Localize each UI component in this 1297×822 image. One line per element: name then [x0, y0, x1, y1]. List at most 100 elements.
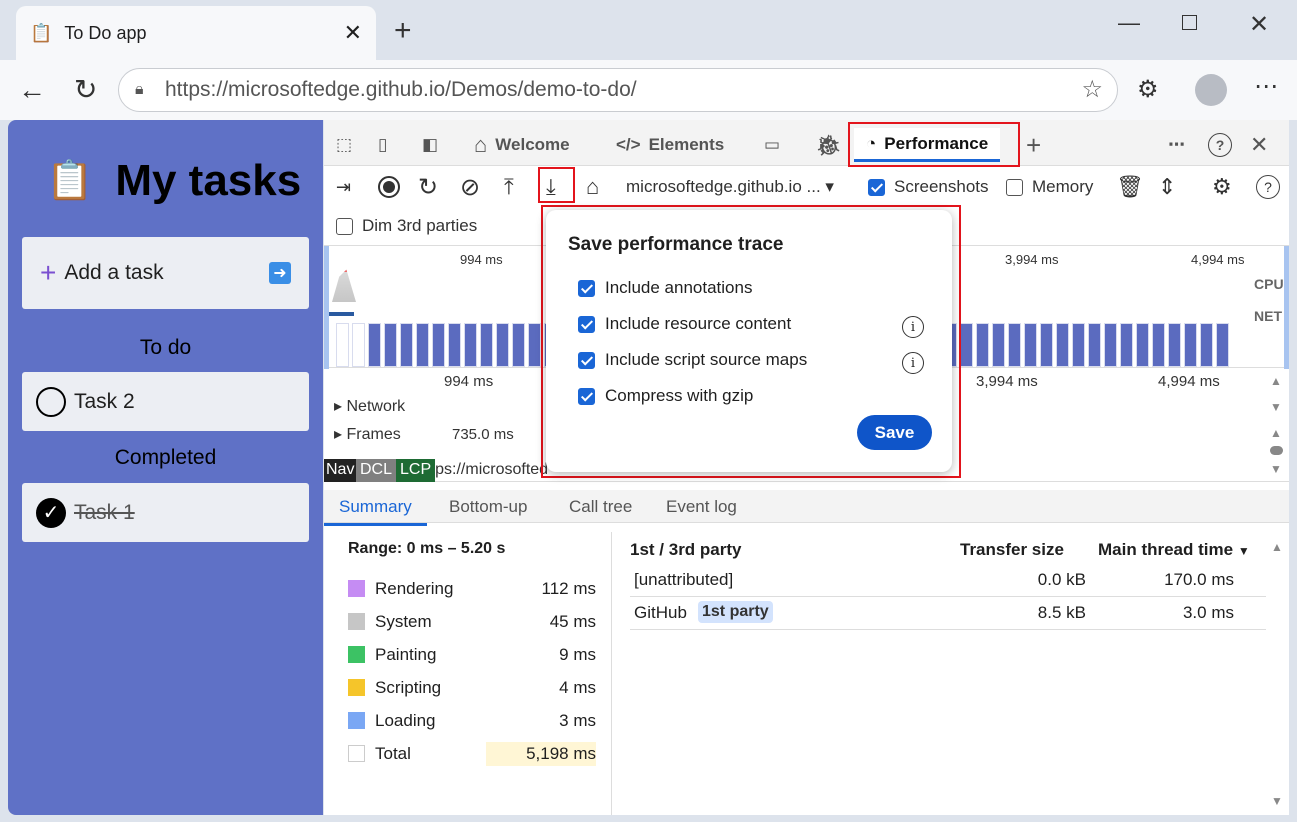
lcp-marker[interactable]: LCP [396, 459, 436, 482]
task-item[interactable]: Task 2 [22, 372, 309, 431]
gauge-icon: ◔ [866, 133, 877, 153]
close-devtools-icon[interactable]: ✕ [1250, 132, 1269, 157]
close-window-icon[interactable]: ✕ [1249, 11, 1270, 38]
table-row[interactable]: GitHub 1st party 8.5 kB 3.0 ms [630, 597, 1266, 630]
dcl-marker[interactable]: DCL [356, 459, 397, 482]
load-profile-icon[interactable]: ⤒ [504, 174, 514, 199]
save-profile-icon[interactable]: ⤓ [546, 174, 556, 199]
console-icon[interactable]: ▭ [764, 135, 781, 154]
table-row[interactable]: [unattributed] 0.0 kB 170.0 ms [630, 564, 1266, 597]
settings-extensions-icon[interactable]: ⚙ [1137, 76, 1159, 103]
checkbox-label: Memory [1032, 177, 1094, 196]
info-icon[interactable]: i [902, 316, 924, 338]
trash-icon[interactable]: 🗑︎ [1116, 174, 1144, 199]
checkbox[interactable] [578, 351, 595, 369]
screenshots-checkbox[interactable]: Screenshots [868, 177, 989, 197]
screenshot-thumbnail [496, 323, 509, 367]
tab-call-tree[interactable]: Call tree [569, 497, 633, 516]
dialog-option-checkbox[interactable]: Compress with gzip [578, 386, 753, 406]
settings-icon[interactable]: ⚙ [1212, 174, 1232, 199]
checkbox[interactable] [1006, 178, 1023, 196]
more-icon[interactable]: ⋯ [1254, 73, 1278, 100]
performance-toolbar: ⇥ ↻ ⊘ ⤒ ⤓ ⌂ microsoftedge.github.io ... … [324, 166, 1289, 208]
circle-icon[interactable] [36, 386, 66, 417]
url-host: https://microsoftedge.github.io [165, 78, 446, 101]
collapse-icon[interactable]: ⇕ [1158, 174, 1177, 199]
overview-handle[interactable] [1284, 246, 1289, 369]
dialog-option-checkbox[interactable]: Include script source maps [578, 350, 807, 370]
checkbox-label: Dim 3rd parties [362, 216, 478, 235]
close-tab-icon[interactable]: ✕ [343, 20, 362, 45]
screenshot-thumbnail [528, 323, 541, 367]
home-icon[interactable]: ⌂ [586, 174, 600, 199]
timeline-flamechart[interactable]: 994 ms 3,994 ms 4,994 ms ▸ Network ▸ Fra… [324, 368, 1289, 482]
browser-tab[interactable]: 📋 To Do app ✕ [16, 6, 376, 60]
task-item[interactable]: ✓ Task 1 [22, 483, 309, 542]
net-label: NET [1254, 308, 1282, 324]
checkbox[interactable] [868, 178, 885, 196]
help-icon[interactable]: ? [1256, 175, 1280, 199]
help-icon[interactable]: ? [1208, 133, 1232, 157]
device-emulation-icon[interactable]: ▯ [378, 135, 388, 154]
scroll-down-icon[interactable]: ▼ [1270, 400, 1282, 414]
record-icon[interactable] [378, 176, 400, 198]
scroll-up-icon[interactable]: ▲ [1270, 374, 1282, 388]
checkbox[interactable] [578, 315, 595, 333]
url-field[interactable]: 🔒︎ https://microsoftedge.github.io/Demos… [118, 68, 1118, 112]
tick-label: 994 ms [444, 373, 494, 390]
overview-handle[interactable] [324, 246, 329, 369]
screenshot-thumbnail [1088, 323, 1101, 367]
dialog-option-checkbox[interactable]: Include resource content [578, 314, 791, 334]
tab-welcome[interactable]: ⌂ Welcome [474, 128, 570, 162]
track-label: Frames [346, 426, 401, 443]
memory-checkbox[interactable]: Memory [1006, 177, 1093, 197]
tab-event-log[interactable]: Event log [666, 497, 737, 516]
network-track[interactable]: ▸ Network [334, 398, 406, 415]
maximize-icon[interactable] [1182, 15, 1197, 30]
zoom-handle-icon[interactable] [1270, 446, 1283, 455]
sidebar-toggle-icon[interactable]: ⇥ [336, 176, 352, 197]
minimize-icon[interactable]: — [1118, 10, 1140, 35]
inspect-icon[interactable]: ⬚ [336, 135, 353, 154]
code-icon: </> [616, 135, 641, 154]
tab-summary[interactable]: Summary [324, 497, 427, 526]
tab-performance[interactable]: ◔ Performance [854, 128, 1001, 162]
dim-3rd-parties-checkbox[interactable]: Dim 3rd parties [336, 216, 477, 236]
more-tools-icon[interactable]: ⋯ [1168, 135, 1185, 154]
nav-marker[interactable]: Nav [324, 459, 356, 482]
tab-bottom-up[interactable]: Bottom-up [449, 497, 528, 516]
scroll-up-icon[interactable]: ▲ [1271, 540, 1283, 554]
screenshot-thumbnail [1120, 323, 1133, 367]
info-icon[interactable]: i [902, 352, 924, 374]
tick-label: 994 ms [460, 252, 503, 267]
clear-icon[interactable]: ⊘ [460, 173, 481, 201]
column-header[interactable]: 1st / 3rd party [630, 540, 742, 559]
target-select[interactable]: microsoftedge.github.io ... ▾ [626, 177, 834, 196]
tab-elements[interactable]: </> Elements [616, 128, 724, 162]
scroll-down-icon[interactable]: ▼ [1271, 794, 1283, 808]
back-icon[interactable]: ← [18, 74, 46, 105]
checkbox[interactable] [578, 279, 595, 297]
frames-track[interactable]: ▸ Frames [334, 426, 401, 443]
checkbox[interactable] [578, 387, 595, 405]
profile-avatar[interactable] [1195, 74, 1227, 106]
zoom-up-icon[interactable]: ▲ [1270, 426, 1282, 440]
color-swatch [348, 745, 365, 762]
reload-record-icon[interactable]: ↻ [418, 173, 439, 201]
column-header[interactable]: Transfer size [960, 540, 1064, 559]
new-tab-icon[interactable]: + [394, 14, 412, 47]
zoom-down-icon[interactable]: ▼ [1270, 462, 1282, 476]
add-tab-icon[interactable]: + [1026, 129, 1042, 160]
save-button[interactable]: Save [857, 415, 932, 450]
dock-icon[interactable]: ◧ [422, 135, 439, 154]
dialog-option-checkbox[interactable]: Include annotations [578, 278, 752, 298]
favorite-icon[interactable]: ☆ [1081, 76, 1103, 103]
check-circle-icon[interactable]: ✓ [36, 497, 66, 528]
screenshot-thumbnail [336, 323, 349, 367]
bug-icon[interactable]: 🐞︎ [816, 134, 842, 157]
screenshot-thumbnail [480, 323, 493, 367]
checkbox[interactable] [336, 217, 353, 235]
column-header[interactable]: Main thread time ▼ [1098, 540, 1250, 560]
refresh-icon[interactable]: ↻ [74, 74, 98, 105]
add-task-button[interactable]: + Add a task ➜ [22, 237, 309, 309]
